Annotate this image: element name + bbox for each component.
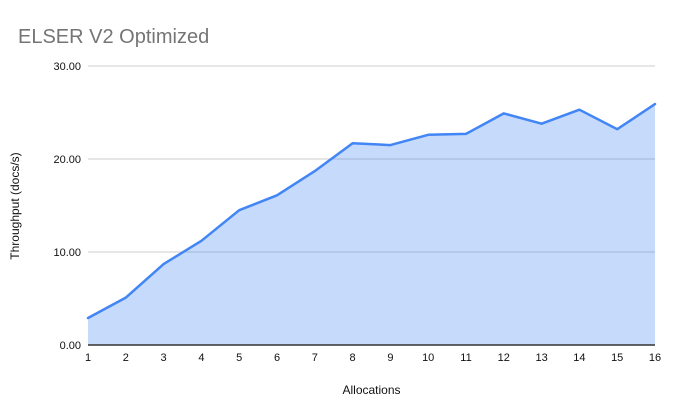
x-axis-title: Allocations bbox=[342, 383, 401, 397]
x-tick-label: 9 bbox=[387, 352, 393, 364]
x-tick-label: 1 bbox=[85, 352, 91, 364]
x-tick-label: 12 bbox=[498, 352, 510, 364]
x-tick-label: 6 bbox=[274, 352, 280, 364]
chart-title: ELSER V2 Optimized bbox=[18, 26, 210, 48]
x-tick-label: 4 bbox=[198, 352, 204, 364]
x-tick-label: 10 bbox=[422, 352, 434, 364]
y-tick-label: 20.00 bbox=[53, 154, 81, 166]
x-tick-label: 5 bbox=[236, 352, 242, 364]
x-tick-label: 15 bbox=[611, 352, 623, 364]
x-tick-label: 13 bbox=[535, 352, 547, 364]
x-tick-label: 3 bbox=[161, 352, 167, 364]
x-tick-label: 8 bbox=[350, 352, 356, 364]
x-tick-label: 14 bbox=[573, 352, 585, 364]
y-tick-label: 0.00 bbox=[60, 340, 81, 352]
x-tick-label: 11 bbox=[460, 352, 471, 364]
series-line bbox=[86, 102, 657, 320]
area-fill bbox=[88, 104, 655, 345]
x-tick-label: 2 bbox=[123, 352, 129, 364]
y-tick-label: 30.00 bbox=[53, 61, 81, 73]
x-tick-label: 7 bbox=[312, 352, 318, 364]
x-tick-label: 16 bbox=[649, 352, 661, 364]
y-tick-label: 10.00 bbox=[53, 247, 81, 259]
